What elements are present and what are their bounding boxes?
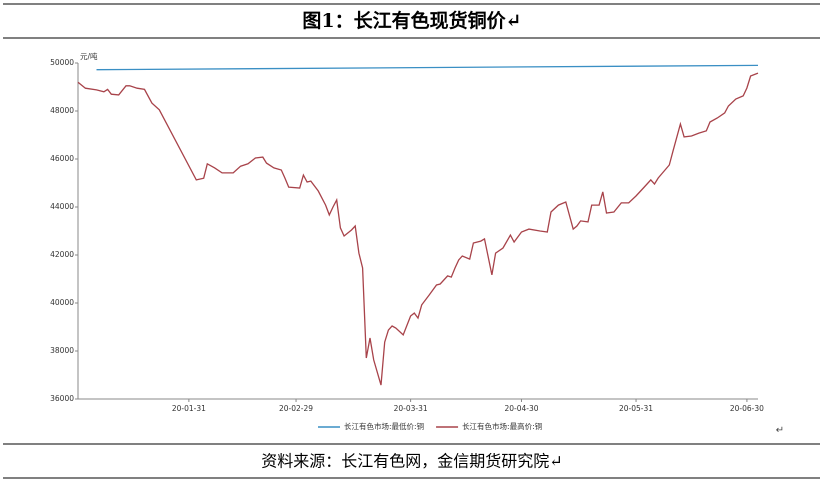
x-tick-label: 20-06-30: [730, 404, 764, 413]
y-tick-label: 46000: [50, 154, 74, 163]
y-tick-label: 42000: [50, 250, 74, 259]
y-tick-label: 50000: [50, 58, 74, 67]
figure-title: 图1：长江有色现货铜价↵: [302, 9, 521, 32]
legend-label: 长江有色市场:最高价:铜: [462, 421, 542, 431]
x-tick-label: 20-02-29: [279, 404, 313, 413]
y-axis-label: 元/吨: [80, 51, 98, 61]
y-tick-label: 48000: [50, 106, 74, 115]
legend-label: 长江有色市场:最低价:铜: [344, 421, 424, 431]
series-line: [77, 72, 759, 386]
y-tick-label: 44000: [50, 202, 74, 211]
x-tick-label: 20-03-31: [394, 404, 428, 413]
x-tick-label: 20-05-31: [619, 404, 653, 413]
y-tick-label: 36000: [50, 394, 74, 403]
y-tick-label: 38000: [50, 346, 74, 355]
x-tick-label: 20-01-31: [172, 404, 206, 413]
y-tick-label: 40000: [50, 298, 74, 307]
source-note: 资料来源：长江有色网，金信期货研究院↵: [261, 452, 562, 471]
paragraph-mark: ↵: [776, 425, 784, 436]
series-line: [96, 64, 759, 71]
x-tick-label: 20-04-30: [504, 404, 538, 413]
